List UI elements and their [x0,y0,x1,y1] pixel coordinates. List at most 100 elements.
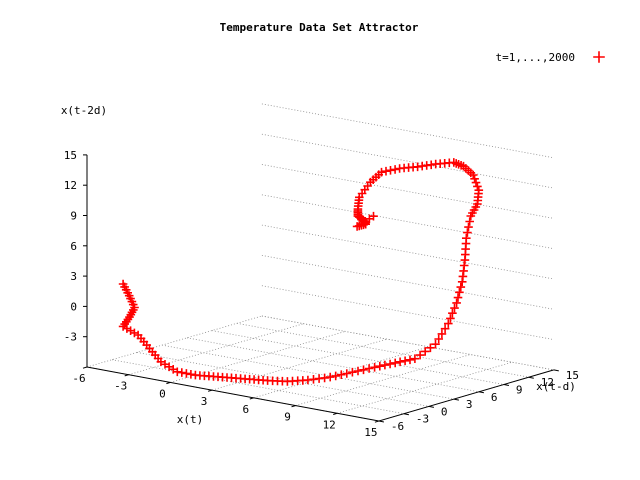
data-point [348,367,357,377]
tick-labels: -6 -3 0 3 6 9 12 15 -6 -3 0 3 6 9 12 15 -3 0 3 6 9 12 15 [64,149,579,439]
x-tick-label: -3 [114,380,127,393]
data-point [390,358,400,368]
z-tick-label: 3 [70,270,77,283]
floor-grid-line [295,354,471,406]
z-tick-label: 6 [70,240,77,253]
y-tick-mark [378,420,384,423]
data-point [452,298,461,308]
grid-layer [86,103,554,422]
wall-grid-line [261,133,554,189]
y-tick-label: 0 [441,405,448,418]
data-point [375,361,385,371]
data-point [440,324,450,333]
y-tick-label: 3 [466,398,473,411]
z-axis-label: x(t-2d) [61,104,107,117]
y-tick-mark [553,369,559,372]
x-tick-mark [166,381,171,385]
y-tick-mark [503,384,509,386]
z-tick-label: -3 [64,331,77,344]
x-tick-mark [124,374,129,377]
data-point [450,303,459,313]
data-point [473,182,482,191]
wall-grid-line [261,255,554,310]
data-point [446,314,455,323]
data-point [186,370,196,379]
y-tick-label: 15 [566,369,579,382]
wall-grid-line [261,194,554,250]
data-point [448,308,457,318]
data-point [400,356,410,366]
data-point [456,282,466,292]
legend-label: t=1,...,2000 [496,51,575,64]
floor-grid-line [253,346,429,399]
data-point [444,319,453,328]
data-point [470,174,479,184]
y-tick-mark [428,405,434,408]
data-point [370,363,379,372]
y-tick-mark [453,398,459,401]
x-tick-mark [374,420,380,423]
wall-grid-line [261,103,554,159]
data-point [342,369,352,378]
data-point [465,217,474,226]
data-point [386,166,395,175]
data-point [325,372,335,382]
x-tick-mark [207,389,213,392]
x-tick-label: 3 [201,395,208,408]
data-point [405,355,415,365]
wall-grid-line [261,164,554,219]
floor-grid-line [86,315,263,368]
data-point [381,166,391,176]
data-point [474,185,484,195]
x-tick-mark [249,397,254,400]
wall-grid-line [261,224,554,280]
y-tick-mark [478,391,484,394]
data-point [420,347,430,356]
data-point [395,164,404,173]
data-point [453,293,463,302]
data-point [337,370,346,379]
z-tick-label: 15 [64,149,77,162]
floor-grid-line [111,359,404,415]
data-point [463,228,472,237]
data-point [173,367,182,377]
legend: t=1,...,2000 [496,51,605,64]
legend-marker [593,51,605,63]
y-tick-mark [528,376,534,379]
chart-title: Temperature Data Set Attractor [220,21,419,34]
data-point [462,233,471,243]
data-points [118,158,484,386]
data-point [380,360,390,370]
data-point [353,366,363,376]
z-tick-label: 12 [64,179,77,192]
data-point [415,350,425,360]
y-axis-label: x(t-d) [536,380,576,393]
x-axis-line [86,366,379,422]
x-tick-mark [82,366,88,369]
data-point [471,178,481,187]
floor-grid-line [128,323,304,376]
data-point [390,165,400,174]
data-point [464,222,473,232]
y-tick-label: 6 [491,391,498,404]
x-tick-label: -6 [72,372,85,385]
wall-grid-line [261,315,554,371]
y-axis-line [378,369,554,422]
data-point [331,371,340,381]
y-tick-label: -3 [416,413,429,426]
data-point [410,354,420,363]
data-point [369,211,378,221]
data-point [434,334,443,344]
data-point [426,343,435,353]
y-tick-label: -6 [391,420,404,433]
y-tick-label: 9 [516,384,523,397]
z-tick-label: 0 [70,300,77,313]
x-tick-label: 9 [284,411,291,424]
floor-grid-line [337,361,513,414]
axes-layer [82,154,559,423]
data-point [455,288,464,297]
data-point [437,329,447,339]
x-tick-mark [333,412,338,415]
x-tick-label: 12 [323,418,336,431]
